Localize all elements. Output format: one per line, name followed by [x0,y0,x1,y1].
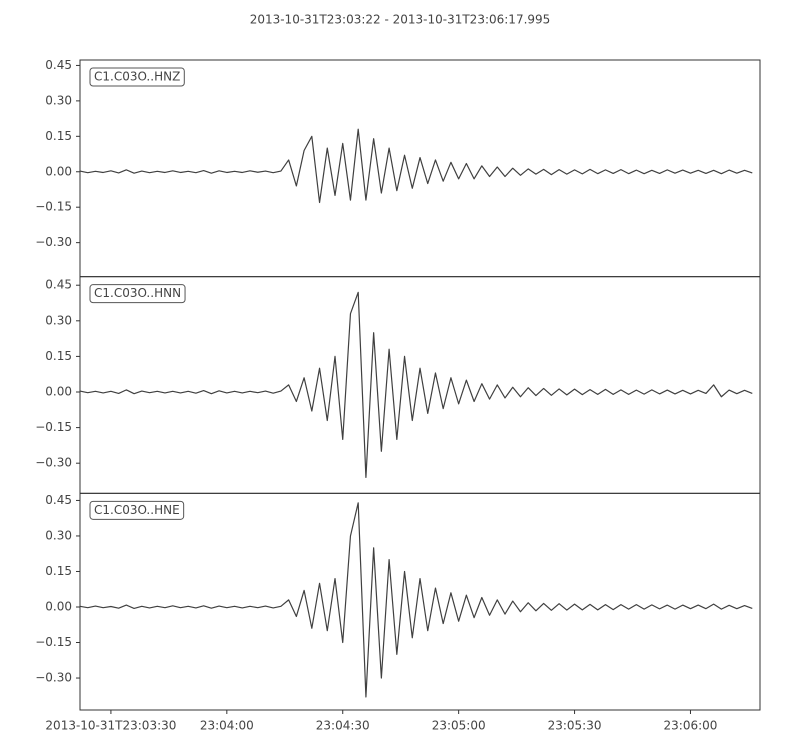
y-tick-label: −0.15 [35,420,72,434]
y-tick-label: 0.00 [45,599,72,613]
y-tick-label: 0.00 [45,164,72,178]
y-tick-label: 0.30 [45,93,72,107]
trace-label: C1.C03O..HNE [94,503,180,517]
y-tick-label: 0.45 [45,493,72,507]
y-tick-label: −0.30 [35,671,72,685]
trace-label: C1.C03O..HNZ [94,70,180,84]
y-tick-label: −0.15 [35,635,72,649]
y-tick-label: 0.15 [45,129,72,143]
x-tick-label: 23:05:30 [548,719,602,733]
trace [79,128,753,204]
x-tick-label: 23:04:30 [316,719,370,733]
trace-label-box [89,500,185,520]
x-tick-label: 23:04:00 [200,719,254,733]
chart-title: 2013-10-31T23:03:22 - 2013-10-31T23:06:1… [250,13,551,27]
y-tick-label: 0.15 [45,564,72,578]
trace [79,291,753,479]
y-tick-label: 0.15 [45,349,72,363]
panel-frame [79,492,761,711]
y-tick-label: −0.15 [35,200,72,214]
trace [79,502,753,698]
trace-label-box [89,67,185,87]
x-tick-label: 23:06:00 [664,719,718,733]
trace-label: C1.C03O..HNN [94,286,181,300]
y-tick-label: 0.30 [45,528,72,542]
y-tick-label: 0.00 [45,385,72,399]
y-tick-label: −0.30 [35,456,72,470]
y-tick-label: −0.30 [35,235,72,249]
x-tick-label: 2013-10-31T23:03:30 [45,719,176,733]
trace-label-box [89,284,186,304]
y-tick-label: 0.30 [45,313,72,327]
y-tick-label: 0.45 [45,278,72,292]
y-tick-label: 0.45 [45,58,72,72]
x-tick-label: 23:05:00 [432,719,486,733]
